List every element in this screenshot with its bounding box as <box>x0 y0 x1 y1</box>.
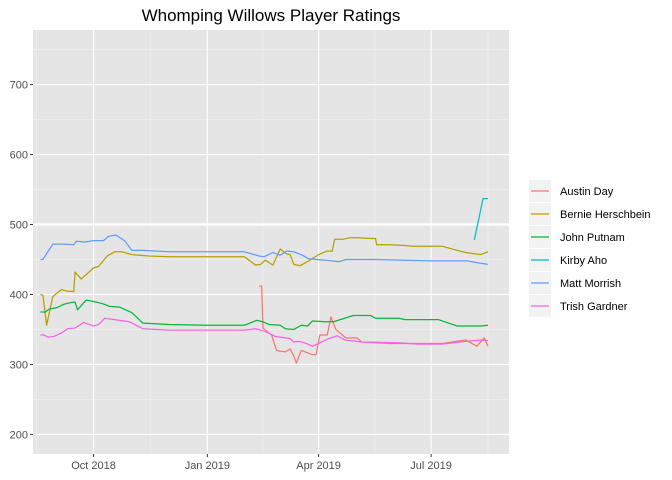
x-axis: Oct 2018 Jan 2019 Apr 2019 Jul 2019 <box>71 454 452 472</box>
y-tick-label: 700 <box>10 80 28 92</box>
series-line-5 <box>40 234 489 266</box>
y-tick-label: 500 <box>10 220 28 232</box>
series-line-4 <box>473 197 488 241</box>
y-tick-label: 200 <box>10 429 28 441</box>
major-gridlines <box>33 30 509 454</box>
legend-label: Austin Day <box>560 186 614 198</box>
x-tick-label: Jul 2019 <box>410 460 452 472</box>
chart-title: Whomping Willows Player Ratings <box>142 6 401 25</box>
series-line-6 <box>40 317 489 347</box>
y-tick-label: 600 <box>10 150 28 162</box>
series-line-3 <box>40 299 489 331</box>
series-line-1 <box>259 285 489 364</box>
y-axis: 200 300 400 500 600 700 <box>10 80 33 441</box>
x-tick-label: Apr 2019 <box>296 460 341 472</box>
legend: Austin Day Bernie Herschbein John Putnam Ki… <box>529 180 651 317</box>
legend-label: Bernie Herschbein <box>560 209 651 221</box>
x-tick-label: Oct 2018 <box>71 460 116 472</box>
legend-label: Kirby Aho <box>560 255 607 267</box>
legend-label: Trish Gardner <box>560 301 628 313</box>
minor-gridlines <box>33 30 509 454</box>
y-tick-label: 400 <box>10 289 28 301</box>
legend-label: John Putnam <box>560 232 625 244</box>
plot-panel <box>33 30 509 454</box>
series-line-2 <box>40 237 489 326</box>
series-lines <box>40 197 489 364</box>
legend-label: Matt Morrish <box>560 278 621 290</box>
y-tick-label: 300 <box>10 359 28 371</box>
x-tick-label: Jan 2019 <box>185 460 230 472</box>
